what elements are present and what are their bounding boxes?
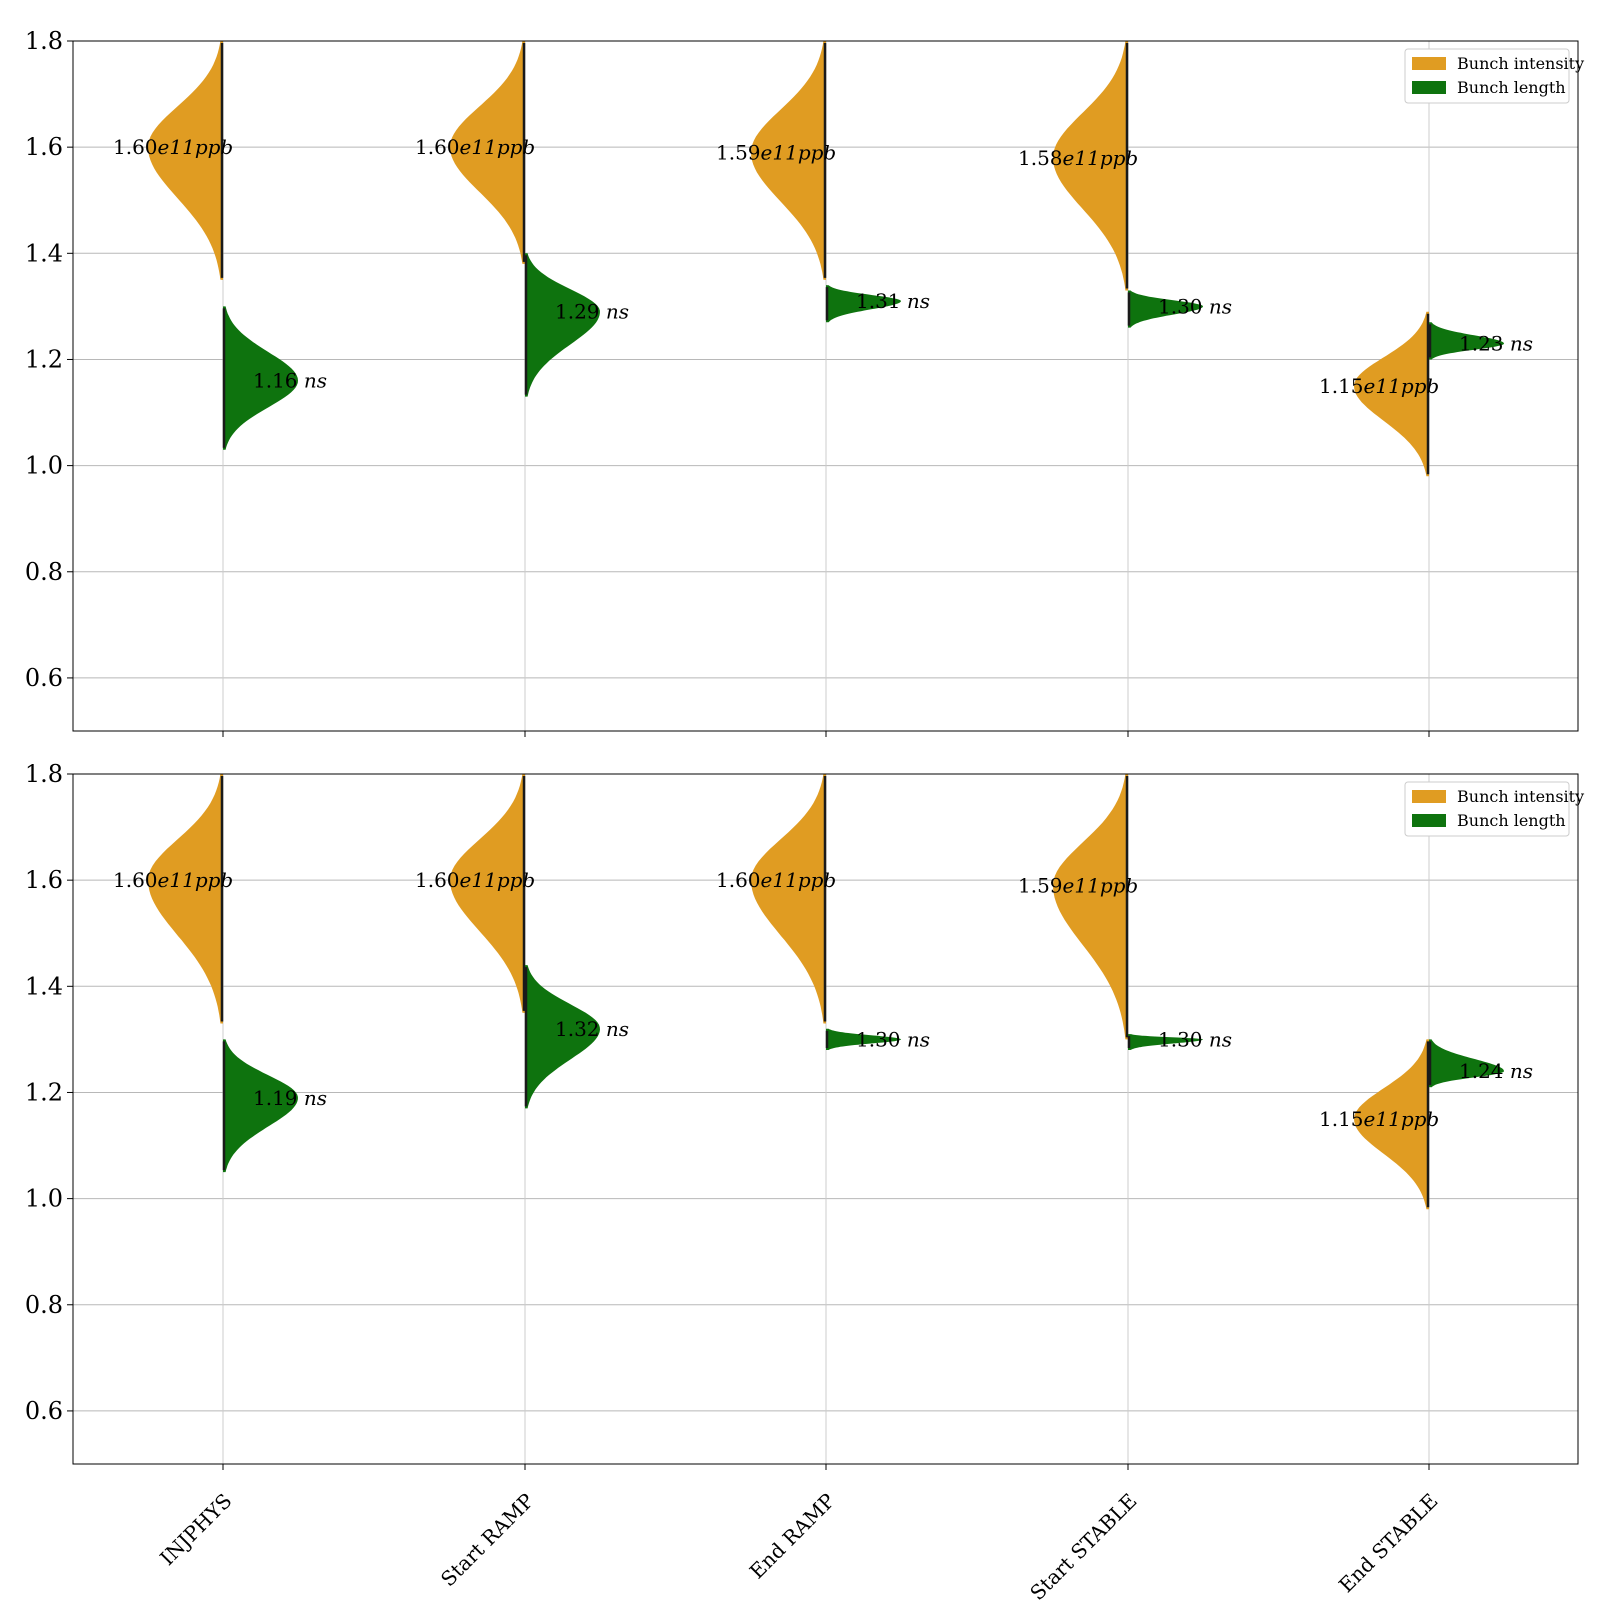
x-tick-label: INJPHYS (155, 1489, 236, 1570)
median-label: 1.60e11ppb (415, 135, 535, 159)
violin-intensity (751, 774, 826, 1024)
median-label: 1.23 ns (1459, 332, 1533, 356)
median-label: 1.15e11ppb (1319, 1107, 1439, 1131)
y-tick-label: 1.4 (25, 239, 63, 267)
violin-length (1429, 1039, 1504, 1088)
median-label: 1.58e11ppb (1018, 146, 1138, 170)
y-tick-label: 1.6 (25, 866, 63, 894)
y-tick-label: 1.2 (25, 1078, 63, 1106)
violin-length (1128, 290, 1203, 328)
violin-intensity (1053, 41, 1128, 291)
legend-label: Bunch intensity (1457, 787, 1584, 806)
violin-length (525, 965, 600, 1109)
violin-length (826, 285, 901, 323)
y-tick-label: 0.8 (25, 558, 63, 586)
median-label: 1.24 ns (1459, 1059, 1533, 1083)
y-tick-label: 0.6 (25, 664, 63, 692)
y-tick-label: 1.2 (25, 345, 63, 373)
legend-swatch (1412, 81, 1446, 94)
legend-label: Bunch intensity (1457, 54, 1584, 73)
x-tick-label: End RAMP (745, 1489, 840, 1584)
median-label: 1.31 ns (856, 289, 930, 313)
y-tick-label: 1.8 (25, 27, 63, 55)
median-label: 1.30 ns (1158, 1027, 1232, 1051)
legend-label: Bunch length (1457, 78, 1566, 97)
violin-intensity (1053, 774, 1128, 1040)
violin-intensity (751, 41, 826, 280)
y-tick-label: 0.8 (25, 1291, 63, 1319)
violin-length (223, 306, 298, 450)
violin-intensity (450, 41, 525, 264)
median-label: 1.30 ns (856, 1027, 930, 1051)
plot-frame (72, 40, 1579, 732)
median-label: 1.60e11ppb (716, 868, 836, 892)
legend-swatch (1412, 814, 1446, 827)
legend-swatch (1412, 57, 1446, 70)
legend: Bunch intensity Bunch length (1404, 48, 1584, 104)
x-tick-label: Start STABLE (1025, 1489, 1141, 1600)
x-tick-label: End STABLE (1334, 1489, 1443, 1598)
y-tick-label: 1.8 (25, 760, 63, 788)
violin-intensity (1354, 1039, 1429, 1210)
violin-intensity (450, 774, 525, 1013)
violin-intensity (148, 774, 223, 1024)
y-tick-label: 1.0 (25, 1185, 63, 1213)
median-label: 1.30 ns (1158, 294, 1232, 318)
median-label: 1.59e11ppb (1018, 873, 1138, 897)
y-tick-label: 0.6 (25, 1397, 63, 1425)
violin-length (826, 1028, 901, 1050)
y-tick-label: 1.0 (25, 452, 63, 480)
violin-length (1128, 1034, 1203, 1050)
median-label: 1.29 ns (555, 300, 629, 324)
violin-length (223, 1039, 298, 1173)
legend: Bunch intensity Bunch length (1404, 781, 1584, 837)
y-tick-label: 1.4 (25, 972, 63, 1000)
median-label: 1.59e11ppb (716, 140, 836, 164)
violin-length (1429, 322, 1504, 360)
panel-1: 0.6 0.8 1.0 1.2 1.4 1.6 1.8 1.60e11ppb 1.60e11pp… (25, 27, 1584, 737)
median-label: 1.16 ns (253, 369, 327, 393)
violin-length (525, 253, 600, 397)
legend-swatch (1412, 790, 1446, 803)
median-label: 1.60e11ppb (113, 135, 233, 159)
x-tick-label: Start RAMP (436, 1489, 539, 1592)
median-label: 1.60e11ppb (415, 868, 535, 892)
panel-2: 0.6 0.8 1.0 1.2 1.4 1.6 1.8 INJPHYS Start RAMP En… (25, 760, 1584, 1600)
violin-intensity (1354, 311, 1429, 477)
median-label: 1.60e11ppb (113, 868, 233, 892)
y-tick-label: 1.6 (25, 133, 63, 161)
violin-intensity (148, 41, 223, 280)
median-label: 1.32 ns (555, 1017, 629, 1041)
median-label: 1.15e11ppb (1319, 374, 1439, 398)
plot-frame (72, 773, 1579, 1465)
median-label: 1.19 ns (253, 1086, 327, 1110)
legend-label: Bunch length (1457, 811, 1566, 830)
